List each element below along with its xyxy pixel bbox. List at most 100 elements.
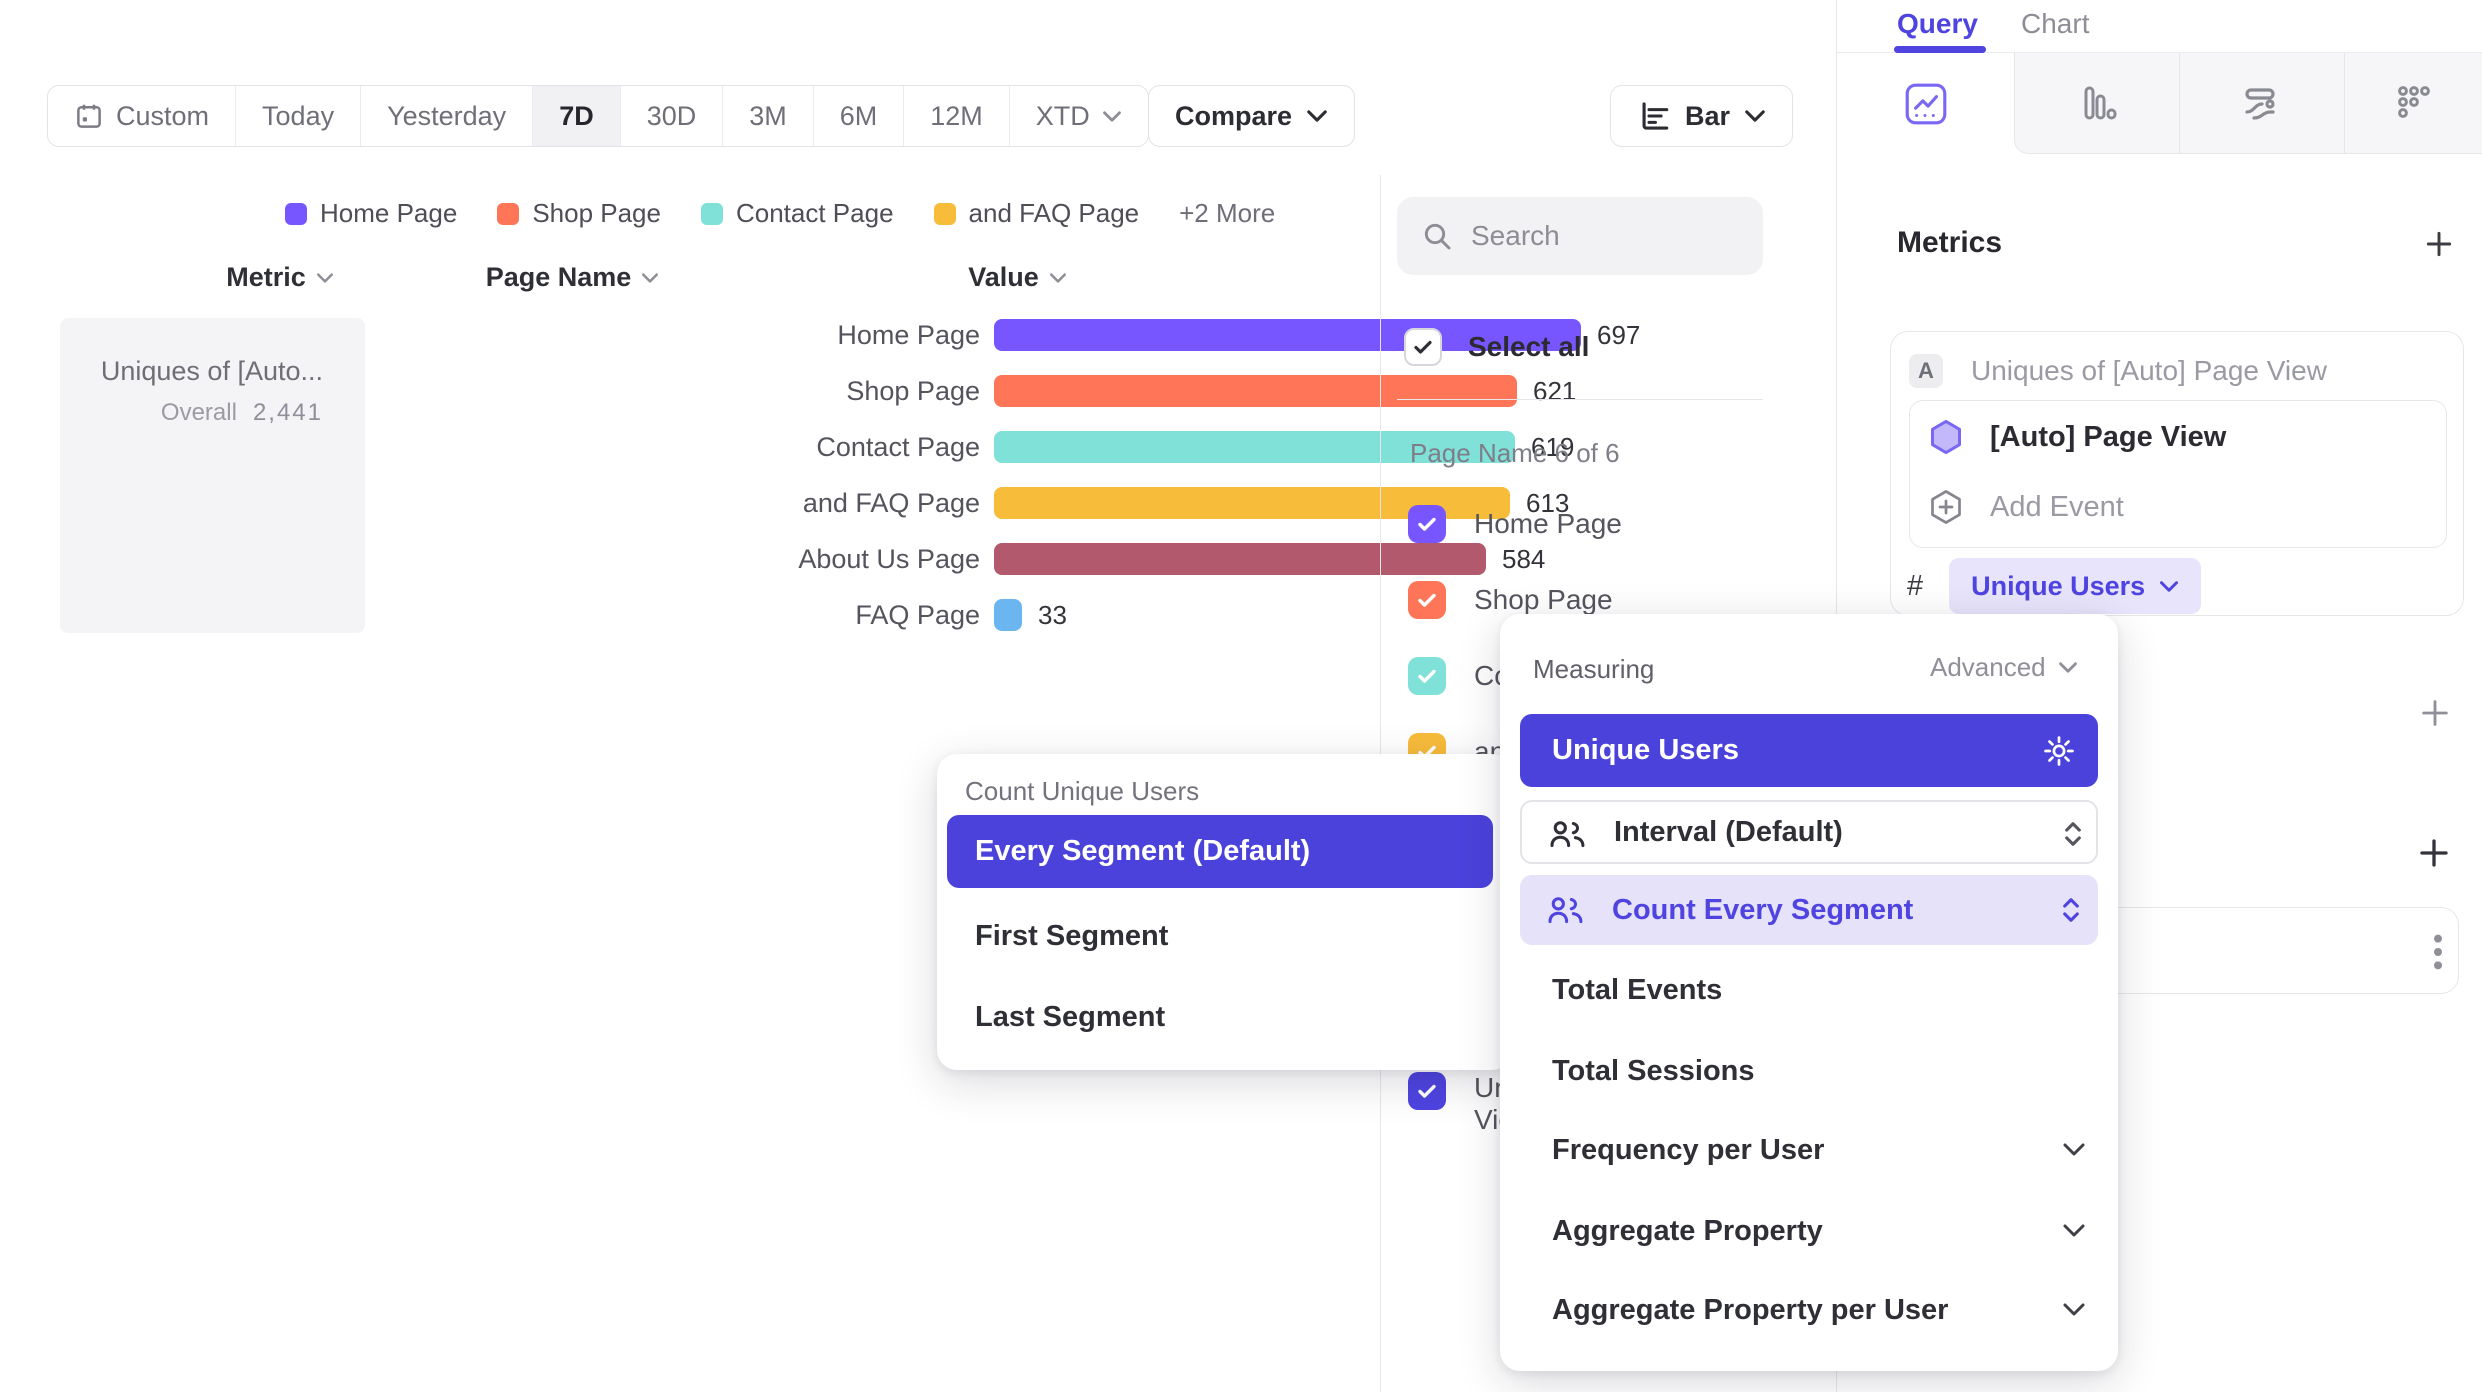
legend-swatch [700,202,723,225]
check-icon [1418,593,1436,607]
popup-title: Count Unique Users [965,776,1200,806]
bar-value: 619 [1531,431,1575,462]
column-header-page-name[interactable]: Page Name [455,262,690,293]
range-6m-button[interactable]: 6M [812,86,904,146]
chevron-down-icon [1307,110,1327,122]
chart-row: and FAQ Page 613 [290,487,1569,519]
range-3m-button[interactable]: 3M [722,86,813,146]
chevron-down-icon[interactable] [2062,1142,2086,1157]
measurement-row: # Unique Users [1907,558,2202,614]
event-row[interactable]: [Auto] Page View [1928,419,2226,455]
menu-item-last-segment[interactable]: Last Segment [975,1001,1166,1033]
range-xtd-button[interactable]: XTD [1008,86,1148,146]
measure-option-frequency-per-user[interactable]: Frequency per User [1552,1134,1825,1166]
measure-option-count-every-segment[interactable]: Count Every Segment [1520,875,2098,945]
list-item[interactable]: Home Page [1408,505,1622,543]
legend-item[interactable]: Home Page [285,198,457,229]
legend-item[interactable]: Contact Page [700,198,894,229]
range-30d-button[interactable]: 30D [619,86,723,146]
event-card: [Auto] Page View Add Event [1909,400,2447,548]
add-breakdown-icon[interactable] [2416,835,2452,871]
search-box[interactable] [1397,197,1763,275]
range-12m-button[interactable]: 12M [903,86,1009,146]
tab-funnels[interactable] [2014,53,2179,154]
column-header-value[interactable]: Value [930,262,1105,293]
overflow-menu-icon[interactable] [2431,932,2445,972]
menu-item-every-segment[interactable]: Every Segment (Default) [947,815,1493,888]
measure-option-interval[interactable]: Interval (Default) [1520,800,2098,864]
bar[interactable] [994,319,1581,351]
check-icon [1414,340,1432,354]
legend-item[interactable]: and FAQ Page [933,198,1139,229]
divider [1397,399,1763,400]
range-today-button[interactable]: Today [235,86,361,146]
checkbox-checked[interactable] [1408,1072,1446,1110]
checkbox-checked[interactable] [1408,657,1446,695]
measure-option-unique-users[interactable]: Unique Users [1520,714,2098,787]
bar-value: 33 [1038,599,1067,630]
hexagon-event-icon [1931,419,1961,455]
chevron-down-icon[interactable] [2062,1223,2086,1238]
stepper-icon [2063,898,2079,922]
tab-retention[interactable] [2344,53,2482,154]
chevron-down-icon [2160,580,2179,592]
category-label: FAQ Page [855,599,980,630]
add-event-row[interactable]: Add Event [1928,489,2124,525]
tab-query[interactable]: Query [1897,8,1978,39]
bar[interactable] [994,375,1517,407]
panel-tabs: Query Chart [1837,0,2482,53]
legend-swatch [285,202,307,225]
add-filter-icon[interactable] [2418,696,2452,730]
legend-more[interactable]: +2 More [1179,198,1276,228]
tab-flows[interactable] [2179,53,2344,154]
add-metric-icon[interactable] [2423,228,2455,260]
metric-card-header[interactable]: A Uniques of [Auto] Page View [1909,354,2327,388]
legend-swatch [933,202,956,225]
bar[interactable] [994,599,1022,631]
insights-icon [1905,83,1946,124]
range-7d-button[interactable]: 7D [532,86,620,146]
select-all-checkbox[interactable] [1404,328,1442,366]
measurement-dropdown[interactable]: Unique Users [1949,558,2202,614]
range-yesterday-button[interactable]: Yesterday [360,86,533,146]
gear-icon[interactable] [2042,734,2076,768]
legend-item[interactable]: Shop Page [497,198,661,229]
chart-type-button[interactable]: Bar [1610,85,1794,147]
chart-row: About Us Page 584 [290,543,1545,575]
metric-summary-overall: Overall 2,441 [160,399,323,426]
search-input[interactable] [1471,220,1721,252]
column-header-metric[interactable]: Metric [170,262,390,293]
advanced-dropdown[interactable]: Advanced [1930,652,2078,683]
group-label: Page Name 6 of 6 [1410,438,1620,468]
measure-option-total-events[interactable]: Total Events [1552,974,1723,1006]
chart-legend: Home Page Shop Page Contact Page and FAQ… [285,198,1275,229]
metric-card-title: Uniques of [Auto] Page View [1971,355,2327,386]
compare-button[interactable]: Compare [1148,85,1356,147]
measure-option-aggregate-property[interactable]: Aggregate Property [1552,1215,1823,1247]
checkbox-checked[interactable] [1408,581,1446,619]
category-label: Contact Page [816,431,980,462]
metric-summary-title: Uniques of [Auto... [100,356,323,386]
bar[interactable] [994,543,1486,575]
range-custom-label: Custom [116,100,210,131]
chevron-down-icon [1102,110,1121,122]
menu-item-first-segment[interactable]: First Segment [975,920,1169,952]
checkbox-checked[interactable] [1408,505,1446,543]
measure-option-aggregate-property-per-user[interactable]: Aggregate Property per User [1552,1294,1949,1326]
tab-chart[interactable]: Chart [2021,8,2090,39]
metric-summary-box[interactable]: Uniques of [Auto... Overall 2,441 [60,318,365,633]
bar[interactable] [994,431,1515,463]
chevron-down-icon [642,272,659,283]
metrics-section-title: Metrics [1897,226,2003,259]
range-custom-button[interactable]: Custom [48,86,236,146]
select-all-row[interactable]: Select all [1404,328,1589,366]
list-item[interactable]: Shop Page [1408,581,1613,619]
select-all-label: Select all [1468,331,1590,362]
measure-option-total-sessions[interactable]: Total Sessions [1552,1055,1755,1087]
chart-row: FAQ Page 33 [290,599,1390,631]
tab-insights[interactable] [1837,53,2014,154]
bar-value: 697 [1597,319,1641,350]
chevron-down-icon[interactable] [2062,1302,2086,1317]
chevron-down-icon [1049,272,1066,283]
